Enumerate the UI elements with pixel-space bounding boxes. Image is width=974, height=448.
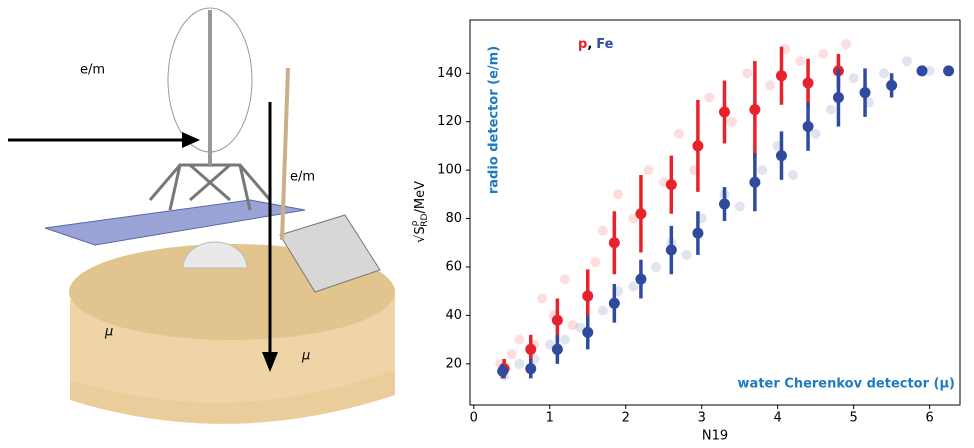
sample-point: [765, 80, 775, 90]
mean-point: [582, 327, 593, 338]
y-tick-label: 80: [445, 211, 462, 226]
legend: p, Fe: [578, 37, 614, 52]
sample-point: [560, 274, 570, 284]
y-tick-label: 60: [445, 259, 462, 274]
mean-point: [635, 208, 646, 219]
sample-point: [674, 129, 684, 139]
mean-point: [776, 70, 787, 81]
y-label-part: /MeV: [413, 181, 428, 214]
legend-entry: p: [578, 37, 587, 52]
sample-point: [788, 170, 798, 180]
mean-point: [609, 298, 620, 309]
arrowhead: [182, 132, 200, 148]
mean-point: [552, 344, 563, 355]
x-tick-label: 1: [546, 411, 554, 426]
mean-point: [917, 65, 928, 76]
sample-point: [704, 92, 714, 102]
sample-point: [514, 359, 524, 369]
sample-point: [598, 306, 608, 316]
sample-point: [818, 49, 828, 59]
y-tick-label: 20: [445, 356, 462, 371]
x-tick-label: 0: [470, 411, 478, 426]
mean-point: [860, 87, 871, 98]
mean-point: [886, 80, 897, 91]
mean-point: [833, 92, 844, 103]
sample-point: [826, 105, 836, 115]
sample-point: [514, 335, 524, 345]
x-axis-label: N19: [702, 429, 728, 444]
y-label-part: √S: [413, 226, 428, 243]
figure: e/m e/m μ μ N19 √SρRD/MeV radio detector…: [0, 0, 974, 444]
illustration: e/m e/m μ μ: [8, 8, 395, 424]
mean-point: [803, 77, 814, 88]
sample-point: [651, 262, 661, 272]
sample-point: [644, 165, 654, 175]
mean-point: [666, 245, 677, 256]
y-axis-label: √SρRD/MeV: [410, 181, 430, 243]
legend-entry: Fe: [596, 37, 613, 52]
sample-point: [727, 117, 737, 127]
sample-point: [560, 335, 570, 345]
sample-point: [735, 201, 745, 211]
illustration-label: μ: [104, 325, 113, 340]
mean-point: [497, 366, 508, 377]
sample-point: [879, 68, 889, 78]
mean-point: [776, 150, 787, 161]
y-tick-label: 120: [437, 114, 462, 129]
mean-point: [803, 121, 814, 132]
plot-frame: [470, 20, 960, 405]
mean-point: [719, 199, 730, 210]
sample-point: [682, 250, 692, 260]
x-tick-label: 5: [850, 411, 858, 426]
sample-point: [849, 73, 859, 83]
sample-point: [902, 56, 912, 66]
y-label-part: ρ: [410, 220, 420, 226]
x-tick-label: 6: [925, 411, 933, 426]
mean-point: [552, 315, 563, 326]
sample-point: [507, 349, 517, 359]
mean-point: [719, 107, 730, 118]
sample-point: [598, 226, 608, 236]
sample-point: [537, 293, 547, 303]
annotation: water Cherenkov detector (μ): [738, 377, 955, 392]
sample-point: [613, 189, 623, 199]
mean-point: [525, 363, 536, 374]
sample-point: [590, 257, 600, 267]
mean-point: [525, 344, 536, 355]
sample-point: [841, 39, 851, 49]
sample-point: [628, 281, 638, 291]
mean-point: [692, 228, 703, 239]
sample-point: [811, 129, 821, 139]
mean-point: [692, 140, 703, 151]
y-tick-label: 100: [437, 163, 462, 178]
mean-point: [609, 237, 620, 248]
illustration-label: e/m: [80, 63, 105, 78]
solar-panel: [45, 200, 305, 245]
mean-point: [666, 179, 677, 190]
illustration-label: μ: [301, 349, 310, 364]
sample-point: [757, 165, 767, 175]
x-tick-label: 4: [774, 411, 782, 426]
x-tick-label: 3: [698, 411, 706, 426]
legend-separator: ,: [587, 37, 592, 52]
annotation: radio detector (e/m): [487, 46, 502, 194]
mean-point: [749, 177, 760, 188]
mean-point: [582, 291, 593, 302]
y-tick-label: 140: [437, 66, 462, 81]
x-tick-label: 2: [622, 411, 630, 426]
y-tick-label: 40: [445, 308, 462, 323]
sample-point: [742, 68, 752, 78]
y-label-part: RD: [420, 213, 430, 226]
sample-point: [795, 56, 805, 66]
illustration-label: e/m: [290, 170, 315, 185]
mean-point: [635, 274, 646, 285]
mean-point: [943, 65, 954, 76]
mean-point: [749, 104, 760, 115]
pole: [282, 68, 288, 240]
